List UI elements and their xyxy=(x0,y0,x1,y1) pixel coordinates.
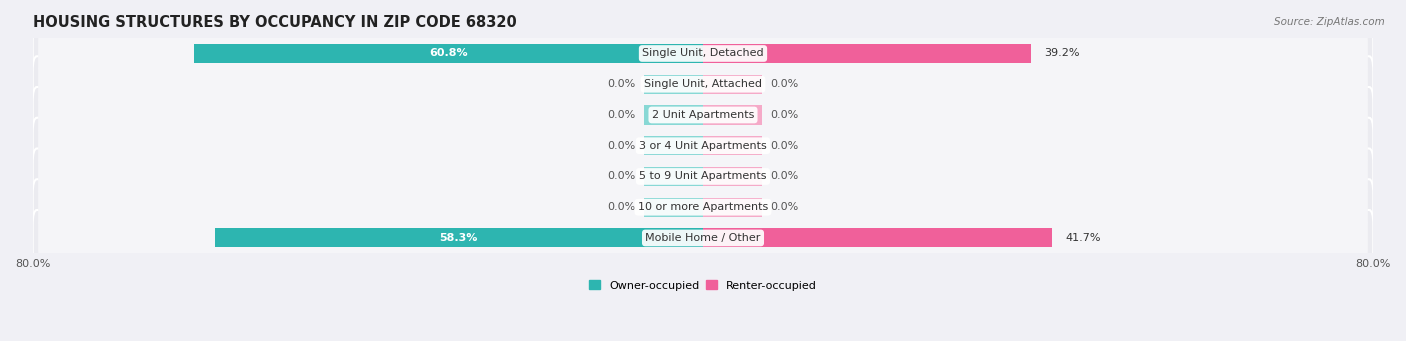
FancyBboxPatch shape xyxy=(38,216,1368,260)
FancyBboxPatch shape xyxy=(32,26,1374,81)
FancyBboxPatch shape xyxy=(32,87,1374,143)
FancyBboxPatch shape xyxy=(32,56,1374,112)
Text: 60.8%: 60.8% xyxy=(429,48,468,59)
Bar xyxy=(644,136,703,155)
Bar xyxy=(644,105,703,124)
Text: 58.3%: 58.3% xyxy=(440,233,478,243)
FancyBboxPatch shape xyxy=(38,93,1368,137)
Text: 0.0%: 0.0% xyxy=(770,110,799,120)
Text: 0.0%: 0.0% xyxy=(607,172,636,181)
Text: 2 Unit Apartments: 2 Unit Apartments xyxy=(652,110,754,120)
Bar xyxy=(703,198,762,217)
FancyBboxPatch shape xyxy=(32,148,1374,205)
Bar xyxy=(703,228,1053,248)
Bar xyxy=(703,136,762,155)
FancyBboxPatch shape xyxy=(38,31,1368,76)
Bar xyxy=(644,198,703,217)
Text: Single Unit, Attached: Single Unit, Attached xyxy=(644,79,762,89)
Bar xyxy=(703,105,762,124)
Text: Mobile Home / Other: Mobile Home / Other xyxy=(645,233,761,243)
Text: 0.0%: 0.0% xyxy=(607,202,636,212)
Text: 3 or 4 Unit Apartments: 3 or 4 Unit Apartments xyxy=(640,141,766,151)
FancyBboxPatch shape xyxy=(38,62,1368,106)
Text: 0.0%: 0.0% xyxy=(607,79,636,89)
Bar xyxy=(703,167,762,186)
Bar xyxy=(194,44,703,63)
Text: 0.0%: 0.0% xyxy=(770,141,799,151)
FancyBboxPatch shape xyxy=(32,179,1374,235)
FancyBboxPatch shape xyxy=(38,185,1368,229)
Text: Single Unit, Detached: Single Unit, Detached xyxy=(643,48,763,59)
FancyBboxPatch shape xyxy=(32,118,1374,174)
Text: 0.0%: 0.0% xyxy=(770,202,799,212)
FancyBboxPatch shape xyxy=(38,123,1368,168)
Text: HOUSING STRUCTURES BY OCCUPANCY IN ZIP CODE 68320: HOUSING STRUCTURES BY OCCUPANCY IN ZIP C… xyxy=(32,15,516,30)
Text: 41.7%: 41.7% xyxy=(1064,233,1101,243)
Text: 0.0%: 0.0% xyxy=(770,172,799,181)
Bar xyxy=(215,228,703,248)
Text: 0.0%: 0.0% xyxy=(607,141,636,151)
Text: 10 or more Apartments: 10 or more Apartments xyxy=(638,202,768,212)
Text: 5 to 9 Unit Apartments: 5 to 9 Unit Apartments xyxy=(640,172,766,181)
Bar xyxy=(703,44,1032,63)
Text: 0.0%: 0.0% xyxy=(770,79,799,89)
Bar xyxy=(703,75,762,94)
Text: 39.2%: 39.2% xyxy=(1045,48,1080,59)
Bar xyxy=(644,75,703,94)
Text: 0.0%: 0.0% xyxy=(607,110,636,120)
FancyBboxPatch shape xyxy=(32,210,1374,266)
Text: Source: ZipAtlas.com: Source: ZipAtlas.com xyxy=(1274,17,1385,27)
FancyBboxPatch shape xyxy=(38,154,1368,198)
Legend: Owner-occupied, Renter-occupied: Owner-occupied, Renter-occupied xyxy=(585,276,821,295)
Bar xyxy=(644,167,703,186)
